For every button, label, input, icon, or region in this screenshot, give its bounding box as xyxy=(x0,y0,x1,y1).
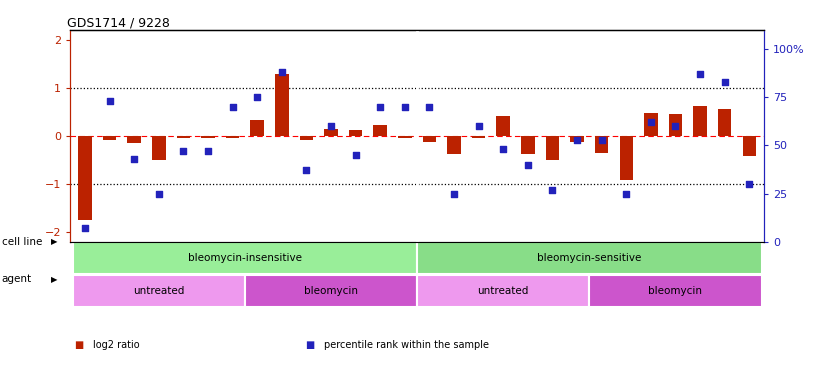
Bar xyxy=(417,242,762,274)
Point xyxy=(202,148,215,154)
Text: cell line: cell line xyxy=(2,237,42,247)
Point xyxy=(226,104,240,110)
Point xyxy=(496,146,510,152)
Point xyxy=(571,136,584,142)
Text: GDS1714 / 9228: GDS1714 / 9228 xyxy=(67,17,169,30)
Text: bleomycin: bleomycin xyxy=(648,286,702,296)
Text: untreated: untreated xyxy=(133,286,184,296)
Bar xyxy=(743,136,756,156)
Bar xyxy=(590,275,762,307)
Bar xyxy=(718,110,732,136)
Bar xyxy=(202,136,215,138)
Point xyxy=(300,168,313,174)
Bar xyxy=(102,136,116,140)
Bar xyxy=(373,125,387,136)
Bar xyxy=(669,114,682,136)
Text: ■: ■ xyxy=(74,340,83,350)
Bar xyxy=(417,275,590,307)
Bar xyxy=(496,116,510,136)
Point xyxy=(595,136,608,142)
Bar xyxy=(275,74,288,136)
Point xyxy=(177,148,190,154)
Point xyxy=(127,156,140,162)
Bar xyxy=(349,130,363,136)
Bar xyxy=(300,136,313,140)
Bar xyxy=(127,136,141,143)
Text: log2 ratio: log2 ratio xyxy=(93,340,139,350)
Text: untreated: untreated xyxy=(477,286,529,296)
Bar xyxy=(325,129,338,136)
Point xyxy=(275,69,288,75)
Point xyxy=(103,98,116,104)
Bar xyxy=(546,136,559,160)
Point xyxy=(373,104,387,110)
Point xyxy=(349,152,363,158)
Bar xyxy=(595,136,609,153)
Point xyxy=(743,181,756,187)
Point xyxy=(472,123,485,129)
Bar xyxy=(398,136,411,138)
Point xyxy=(78,225,92,231)
Bar xyxy=(521,136,534,154)
Bar xyxy=(620,136,633,180)
Text: percentile rank within the sample: percentile rank within the sample xyxy=(324,340,489,350)
Point xyxy=(694,71,707,77)
Bar xyxy=(78,136,92,220)
Text: bleomycin-sensitive: bleomycin-sensitive xyxy=(537,253,642,263)
Bar xyxy=(693,106,707,136)
Bar xyxy=(244,275,417,307)
Point xyxy=(152,190,165,196)
Text: ▶: ▶ xyxy=(51,275,58,284)
Bar xyxy=(644,113,657,136)
Point xyxy=(448,190,461,196)
Point xyxy=(546,187,559,193)
Text: agent: agent xyxy=(2,274,31,284)
Point xyxy=(620,190,633,196)
Bar xyxy=(472,136,486,138)
Text: bleomycin: bleomycin xyxy=(304,286,358,296)
Text: ▶: ▶ xyxy=(51,237,58,246)
Bar xyxy=(152,136,165,160)
Bar xyxy=(73,275,244,307)
Point xyxy=(325,123,338,129)
Bar xyxy=(250,120,264,136)
Point xyxy=(644,119,657,125)
Point xyxy=(423,104,436,110)
Bar xyxy=(225,136,240,138)
Bar xyxy=(447,136,461,154)
Bar xyxy=(570,136,584,142)
Text: ■: ■ xyxy=(306,340,315,350)
Bar xyxy=(423,136,436,142)
Point xyxy=(669,123,682,129)
Point xyxy=(718,79,731,85)
Text: bleomycin-insensitive: bleomycin-insensitive xyxy=(188,253,301,263)
Point xyxy=(521,162,534,168)
Bar xyxy=(73,242,417,274)
Point xyxy=(398,104,411,110)
Point xyxy=(250,94,263,100)
Bar xyxy=(177,136,190,138)
